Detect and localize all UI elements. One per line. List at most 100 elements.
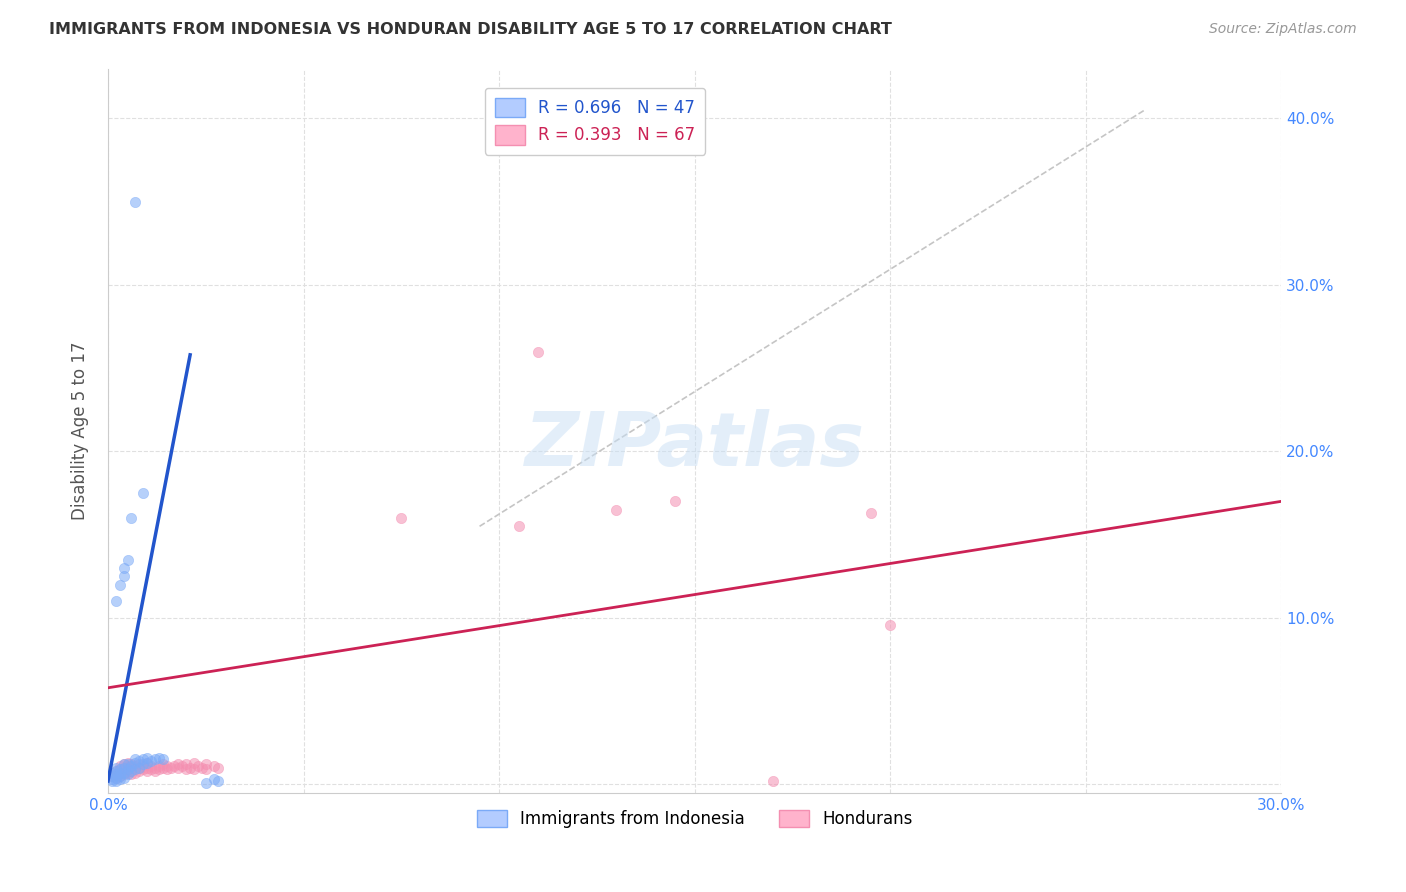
Point [156,759,179,773]
Point [112,757,135,772]
Point [128,764,150,778]
Point [112,561,135,575]
Point [128,761,150,775]
Point [120,757,142,772]
Point [112,757,135,772]
Point [101,772,124,787]
Point [191,761,214,775]
Point [143,752,166,766]
Point [156,762,179,776]
Point [120,511,142,525]
Point [207,774,229,789]
Point [159,761,181,775]
Text: Source: ZipAtlas.com: Source: ZipAtlas.com [1209,22,1357,37]
Point [112,764,135,778]
Point [664,494,686,508]
Point [174,757,197,772]
Point [139,762,162,776]
Text: ZIPatlas: ZIPatlas [524,409,865,482]
Point [132,759,155,773]
Point [124,762,146,776]
Point [117,756,139,770]
Point [194,757,217,772]
Point [167,757,190,772]
Point [124,752,146,766]
Point [124,756,146,770]
Point [132,757,155,772]
Text: IMMIGRANTS FROM INDONESIA VS HONDURAN DISABILITY AGE 5 TO 17 CORRELATION CHART: IMMIGRANTS FROM INDONESIA VS HONDURAN DI… [49,22,891,37]
Point [120,764,142,778]
Point [104,771,127,785]
Point [183,762,205,776]
Point [508,519,530,533]
Point [108,759,131,773]
Point [117,762,139,776]
Point [104,767,127,781]
Point [108,765,131,780]
Point [120,764,142,778]
Point [194,775,217,789]
Point [128,757,150,772]
Point [117,765,139,780]
Point [101,769,124,783]
Point [104,594,127,608]
Point [152,752,174,766]
Point [112,765,135,780]
Legend: Immigrants from Indonesia, Hondurans: Immigrants from Indonesia, Hondurans [471,804,920,835]
Point [148,750,170,764]
Point [859,506,882,520]
Point [132,762,155,776]
Point [174,762,197,776]
Point [152,761,174,775]
Point [163,759,186,773]
Point [179,761,201,775]
Point [124,194,146,209]
Point [112,761,135,775]
Point [104,767,127,781]
Point [112,771,135,785]
Point [136,764,159,778]
Point [108,769,131,783]
Point [194,762,217,776]
Point [202,772,225,787]
Point [152,757,174,772]
Point [112,569,135,583]
Point [120,759,142,773]
Point [139,759,162,773]
Point [104,761,127,775]
Point [120,761,142,775]
Point [101,765,124,780]
Point [104,771,127,785]
Point [112,761,135,775]
Point [124,762,146,776]
Point [132,752,155,766]
Point [879,617,901,632]
Point [117,759,139,773]
Point [136,756,159,770]
Point [120,767,142,781]
Point [762,774,785,789]
Point [104,764,127,778]
Point [108,762,131,776]
Point [124,765,146,780]
Point [389,511,412,525]
Point [207,761,229,775]
Point [101,765,124,780]
Point [128,761,150,775]
Point [172,759,194,773]
Point [108,772,131,787]
Point [132,486,155,500]
Point [136,761,159,775]
Point [527,344,550,359]
Point [108,765,131,780]
Y-axis label: Disability Age 5 to 17: Disability Age 5 to 17 [72,342,89,520]
Point [108,769,131,783]
Point [117,552,139,566]
Point [143,764,166,778]
Point [187,759,209,773]
Point [136,750,159,764]
Point [605,502,627,516]
Point [117,762,139,776]
Point [128,754,150,768]
Point [136,756,159,770]
